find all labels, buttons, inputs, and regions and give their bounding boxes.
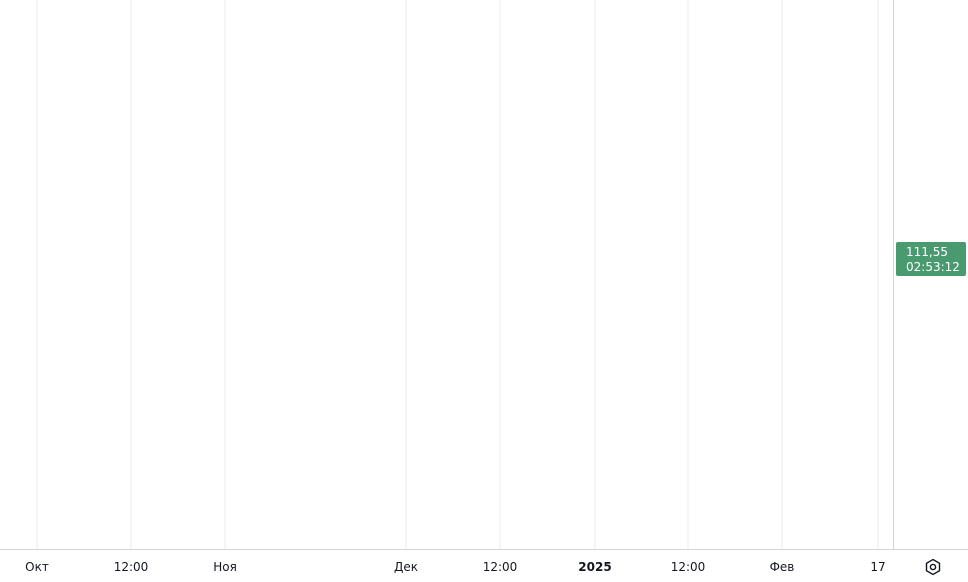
time-tick-label: Дек: [394, 560, 418, 574]
settings-button[interactable]: [920, 554, 946, 580]
time-tick-label: 12:00: [483, 560, 518, 574]
last-price-badge-bg: [896, 242, 966, 276]
settings-icon: [925, 558, 941, 576]
time-tick-label: 2025: [578, 560, 611, 574]
time-tick-label: Окт: [25, 560, 49, 574]
last-price-value: 111,55: [906, 245, 948, 259]
time-tick-label: Ноя: [213, 560, 237, 574]
time-tick-label: 12:00: [114, 560, 149, 574]
last-price-countdown: 02:53:12: [906, 260, 960, 274]
grid: [36, 0, 879, 549]
time-tick-label: 12:00: [671, 560, 706, 574]
time-tick-label: 17: [870, 560, 885, 574]
time-tick-label: Фев: [770, 560, 795, 574]
